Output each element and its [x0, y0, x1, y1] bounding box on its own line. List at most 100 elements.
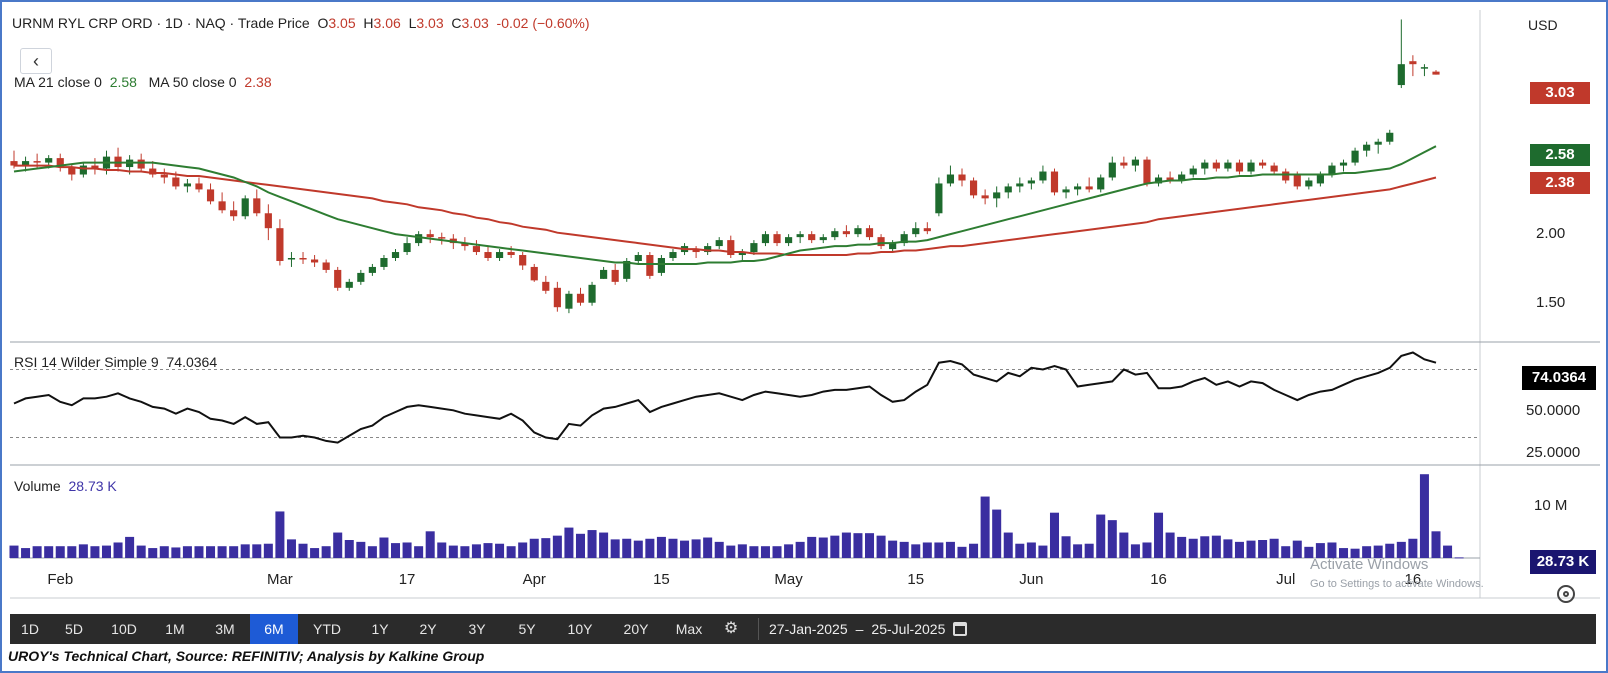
candle-body [981, 195, 989, 199]
candle-body [865, 228, 874, 238]
x-tick-label: 16 [1405, 571, 1422, 588]
candle [357, 269, 365, 285]
candle [727, 235, 735, 258]
candle-body [1097, 177, 1105, 190]
volume-bar [841, 532, 851, 558]
range-button-2y[interactable]: 2Y [419, 621, 437, 637]
rsi-value-tag: 74.0364 [1522, 366, 1596, 390]
range-button-1y[interactable]: 1Y [371, 621, 389, 637]
range-button-1m[interactable]: 1M [165, 621, 185, 637]
candle-body [946, 174, 955, 184]
volume-bar [1281, 546, 1291, 558]
interval-info: · 1D · NAQ · Trade Price [156, 15, 310, 31]
range-button-5y[interactable]: 5Y [518, 621, 536, 637]
range-button-max[interactable]: Max [675, 621, 703, 637]
volume-bar [402, 542, 412, 558]
candle-body [1143, 159, 1151, 184]
date-range[interactable]: 27-Jan-2025 – 25-Jul-2025 [769, 621, 968, 637]
range-button-6m[interactable]: 6M [250, 614, 298, 644]
range-button-10y[interactable]: 10Y [567, 621, 593, 637]
ma-legend: MA 21 close 0 2.58 MA 50 close 0 2.38 [14, 74, 272, 90]
activate-windows-subtitle: Go to Settings to activate Windows. [1310, 578, 1484, 590]
volume-bar [240, 544, 250, 558]
volume-bar [437, 542, 447, 558]
candle-body [542, 281, 550, 291]
range-button-3y[interactable]: 3Y [468, 621, 486, 637]
candle [484, 246, 492, 261]
volume-bar [992, 509, 1002, 558]
volume-bar [853, 533, 863, 558]
candle [946, 165, 955, 187]
candle [334, 266, 342, 291]
volume-bar [44, 546, 54, 558]
candle-body [727, 240, 735, 256]
low-label: L [408, 15, 417, 31]
candle-body [1374, 141, 1382, 145]
candle-body [669, 252, 677, 258]
settings-icon[interactable] [1557, 585, 1575, 603]
candle [1363, 141, 1371, 157]
candle [160, 168, 168, 184]
range-button-3m[interactable]: 3M [215, 621, 235, 637]
candle [1120, 156, 1128, 169]
volume-bar [888, 540, 898, 558]
candle [1351, 147, 1359, 166]
range-button-10d[interactable]: 10D [111, 621, 137, 637]
price-tick-1-50: 1.50 [1536, 294, 1566, 311]
candle-body [56, 158, 64, 168]
candle-body [912, 228, 920, 235]
volume-bar [414, 546, 424, 558]
candle-body [1432, 71, 1440, 75]
volume-bar [1396, 541, 1406, 558]
date-to[interactable]: 25-Jul-2025 [871, 621, 946, 637]
volume-bar [610, 539, 620, 558]
candle [1154, 174, 1163, 187]
candle-body [657, 258, 665, 273]
volume-bar [633, 540, 643, 558]
calendar-icon[interactable] [953, 622, 968, 636]
volume-bar [622, 538, 632, 558]
candle [206, 183, 215, 205]
volume-bar [980, 496, 990, 558]
volume-bar [1061, 536, 1071, 558]
range-button-ytd[interactable]: YTD [313, 621, 341, 637]
rsi-pane [10, 351, 1480, 444]
candle [1339, 159, 1348, 172]
volume-bar [1258, 540, 1268, 558]
candle-body [253, 198, 261, 214]
candle-body [461, 243, 469, 247]
candle-body [206, 189, 215, 202]
volume-pane [9, 474, 1464, 559]
change-value: -0.02 (−0.60%) [496, 15, 590, 31]
range-button-20y[interactable]: 20Y [623, 621, 649, 637]
candle-body [1178, 174, 1186, 181]
ma21-label: MA 21 close 0 [14, 74, 102, 90]
volume-bar [391, 543, 401, 558]
candle [704, 243, 712, 256]
date-from[interactable]: 27-Jan-2025 [769, 621, 848, 637]
candle-body [900, 234, 908, 244]
candle [56, 153, 64, 172]
volume-legend: Volume 28.73 K [14, 478, 117, 494]
candle [865, 225, 874, 241]
candle [1282, 168, 1290, 184]
candle-body [1131, 159, 1139, 166]
volume-bar [1339, 548, 1349, 558]
toolbar-divider [758, 618, 759, 640]
candle [1420, 64, 1429, 77]
volume-bar [830, 535, 840, 558]
range-button-1d[interactable]: 1D [21, 621, 39, 637]
volume-bar [1003, 532, 1013, 558]
price-pane [10, 19, 1440, 314]
candle-body [1050, 171, 1059, 193]
candle [576, 287, 585, 306]
candle-body [507, 252, 515, 256]
back-button[interactable]: ‹ [20, 48, 52, 74]
volume-bar [541, 538, 551, 558]
volume-bar [1443, 545, 1453, 558]
range-button-5d[interactable]: 5D [65, 621, 83, 637]
candle [761, 231, 770, 247]
volume-bar [460, 546, 470, 558]
gear-icon[interactable]: ⚙ [723, 620, 739, 637]
candle [403, 237, 411, 256]
